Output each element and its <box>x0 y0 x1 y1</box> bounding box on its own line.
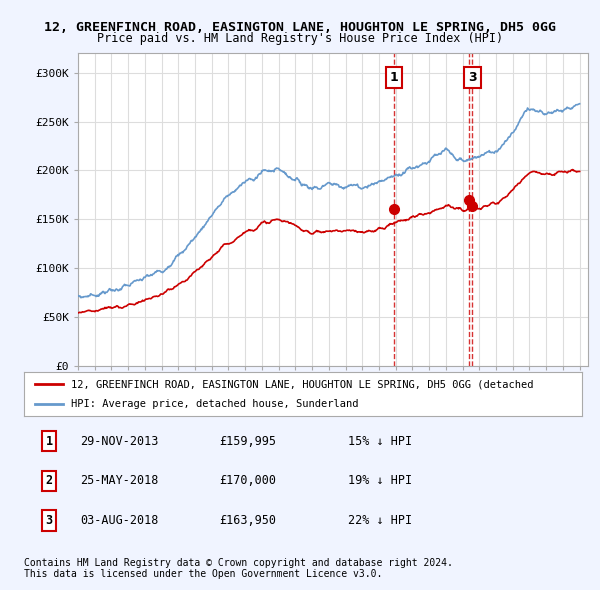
Text: Price paid vs. HM Land Registry's House Price Index (HPI): Price paid vs. HM Land Registry's House … <box>97 32 503 45</box>
Text: 1: 1 <box>46 435 53 448</box>
Text: 19% ↓ HPI: 19% ↓ HPI <box>347 474 412 487</box>
Text: £170,000: £170,000 <box>220 474 276 487</box>
Text: 25-MAY-2018: 25-MAY-2018 <box>80 474 158 487</box>
Text: This data is licensed under the Open Government Licence v3.0.: This data is licensed under the Open Gov… <box>24 569 382 579</box>
Text: 12, GREENFINCH ROAD, EASINGTON LANE, HOUGHTON LE SPRING, DH5 0GG (detached: 12, GREENFINCH ROAD, EASINGTON LANE, HOU… <box>71 379 534 389</box>
Text: 3: 3 <box>468 71 477 84</box>
Text: 3: 3 <box>46 514 53 527</box>
Text: 22% ↓ HPI: 22% ↓ HPI <box>347 514 412 527</box>
Text: 03-AUG-2018: 03-AUG-2018 <box>80 514 158 527</box>
Text: 12, GREENFINCH ROAD, EASINGTON LANE, HOUGHTON LE SPRING, DH5 0GG: 12, GREENFINCH ROAD, EASINGTON LANE, HOU… <box>44 21 556 34</box>
Text: 15% ↓ HPI: 15% ↓ HPI <box>347 435 412 448</box>
Text: Contains HM Land Registry data © Crown copyright and database right 2024.: Contains HM Land Registry data © Crown c… <box>24 558 453 568</box>
Text: £159,995: £159,995 <box>220 435 276 448</box>
Text: 2: 2 <box>46 474 53 487</box>
Text: HPI: Average price, detached house, Sunderland: HPI: Average price, detached house, Sund… <box>71 399 359 408</box>
Text: 1: 1 <box>390 71 398 84</box>
Text: £163,950: £163,950 <box>220 514 276 527</box>
Text: 29-NOV-2013: 29-NOV-2013 <box>80 435 158 448</box>
